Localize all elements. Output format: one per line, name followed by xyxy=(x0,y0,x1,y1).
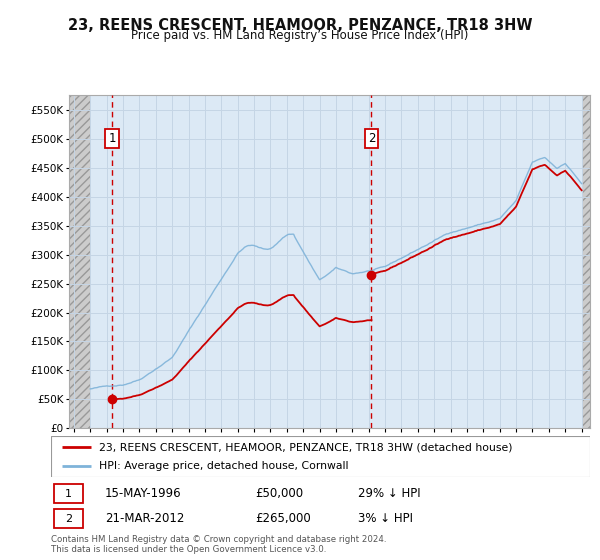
Text: 15-MAY-1996: 15-MAY-1996 xyxy=(105,487,182,500)
FancyBboxPatch shape xyxy=(53,509,83,529)
Text: 3% ↓ HPI: 3% ↓ HPI xyxy=(358,512,413,525)
Text: Contains HM Land Registry data © Crown copyright and database right 2024.
This d: Contains HM Land Registry data © Crown c… xyxy=(51,535,386,554)
Text: £50,000: £50,000 xyxy=(256,487,304,500)
Bar xyxy=(69,95,90,428)
Text: 29% ↓ HPI: 29% ↓ HPI xyxy=(358,487,421,500)
Text: 1: 1 xyxy=(65,488,72,498)
Text: £265,000: £265,000 xyxy=(256,512,311,525)
FancyBboxPatch shape xyxy=(53,484,83,503)
Text: 1: 1 xyxy=(109,132,116,145)
Text: 23, REENS CRESCENT, HEAMOOR, PENZANCE, TR18 3HW: 23, REENS CRESCENT, HEAMOOR, PENZANCE, T… xyxy=(68,18,532,33)
Text: 21-MAR-2012: 21-MAR-2012 xyxy=(105,512,184,525)
Text: Price paid vs. HM Land Registry’s House Price Index (HPI): Price paid vs. HM Land Registry’s House … xyxy=(131,29,469,42)
Text: 2: 2 xyxy=(65,514,72,524)
Bar xyxy=(581,95,590,428)
Text: 23, REENS CRESCENT, HEAMOOR, PENZANCE, TR18 3HW (detached house): 23, REENS CRESCENT, HEAMOOR, PENZANCE, T… xyxy=(100,442,513,452)
Text: 2: 2 xyxy=(368,132,375,145)
Text: HPI: Average price, detached house, Cornwall: HPI: Average price, detached house, Corn… xyxy=(100,461,349,471)
